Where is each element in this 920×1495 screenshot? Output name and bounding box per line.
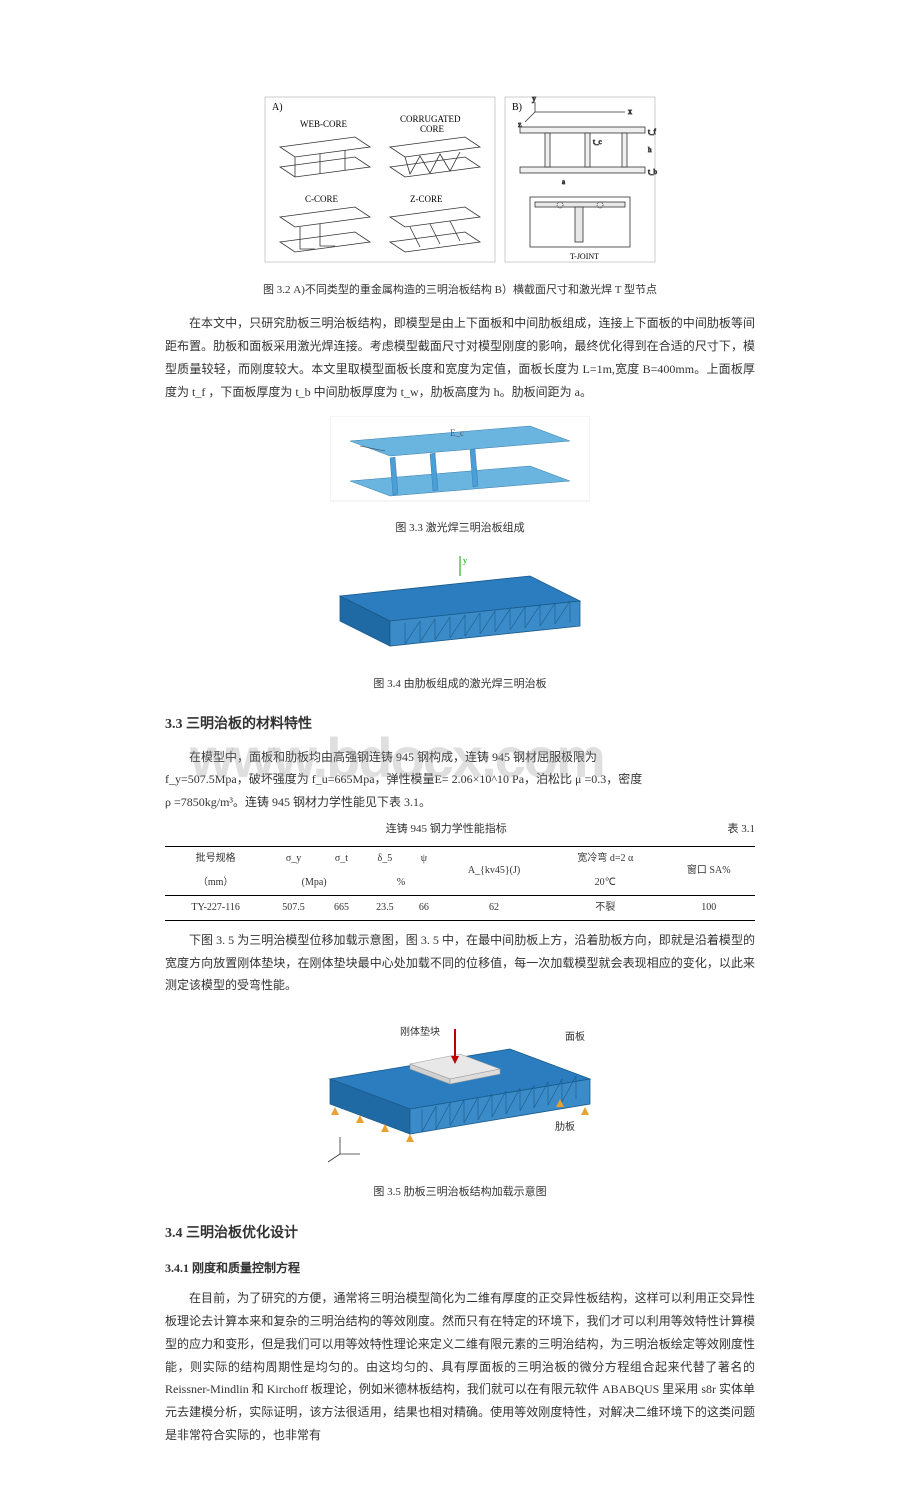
th-20c: 20℃	[548, 871, 662, 896]
caption-3-3: 图 3.3 激光焊三明治板组成	[165, 519, 755, 539]
caption-3-5: 图 3.5 肋板三明治板结构加载示意图	[165, 1183, 755, 1203]
td-0-1: 507.5	[266, 895, 321, 920]
label-A: A)	[272, 102, 283, 113]
para-2c: ρ =7850kg/m³。连铸 945 钢材力学性能见下表 3.1。	[165, 791, 755, 814]
th-delta: δ_5	[362, 846, 408, 871]
diagram-core-types: A) WEB-CORE CORRUGATED CORE C-CORE Z-COR…	[260, 92, 660, 267]
label-corrugated2: CORE	[420, 124, 445, 134]
label-web-core: WEB-CORE	[300, 119, 347, 129]
para-2b: f_y=507.5Mpa，破坏强度为 f_u=665Mpa，弹性模量E= 2.0…	[165, 768, 755, 791]
th-mpa: (Mpa)	[266, 871, 362, 896]
figure-3-2: A) WEB-CORE CORRUGATED CORE C-CORE Z-COR…	[165, 92, 755, 300]
svg-text:x: x	[628, 107, 632, 116]
section-3-3-title: 3.3 三明治板的材料特性	[165, 712, 755, 737]
td-0-0: TY-227-116	[165, 895, 266, 920]
th-mm: （mm）	[165, 871, 266, 896]
label-B: B)	[512, 102, 522, 113]
th-sigma-y: σ_y	[266, 846, 321, 871]
diagram-sandwich-assembly: y	[320, 551, 600, 661]
caption-3-2: 图 3.2 A)不同类型的重金属构造的三明治板结构 B）横截面尺寸和激光焊 T …	[165, 281, 755, 301]
th-bend: 宽冷弯 d=2 α	[548, 846, 662, 871]
para-3: 下图 3. 5 为三明治模型位移加载示意图，图 3. 5 中，在最中间肋板上方，…	[165, 929, 755, 997]
svg-text:h: h	[648, 146, 652, 154]
svg-text:E_c: E_c	[450, 428, 464, 438]
label-c-core: C-CORE	[305, 194, 339, 204]
figure-3-5: 刚体垫块 面板 肋板 图 3.5 肋板三明治板结构加载示意图	[165, 1009, 755, 1202]
th-sigma-t: σ_t	[321, 846, 362, 871]
td-0-2: 665	[321, 895, 362, 920]
label-face: 面板	[565, 1029, 585, 1047]
th-spec: 批号规格	[165, 846, 266, 871]
th-pct: %	[362, 871, 440, 896]
td-0-5: 62	[440, 895, 548, 920]
label-rib: 肋板	[555, 1119, 575, 1137]
td-0-3: 23.5	[362, 895, 408, 920]
figure-3-4: y 图 3.4 由肋板组成的激光焊三明治板	[165, 551, 755, 694]
caption-3-4: 图 3.4 由肋板组成的激光焊三明治板	[165, 675, 755, 695]
figure-3-3: E_c 图 3.3 激光焊三明治板组成	[165, 416, 755, 539]
td-0-6: 不裂	[548, 895, 662, 920]
table-3-1-container: 连铸 945 钢力学性能指标 表 3.1 批号规格 σ_y σ_t δ_5 ψ …	[165, 820, 755, 921]
td-0-4: 66	[408, 895, 440, 920]
td-0-7: 100	[662, 895, 755, 920]
th-psi: ψ	[408, 846, 440, 871]
label-tjoint: T-JOINT	[570, 252, 599, 261]
section-3-4-title: 3.4 三明治板优化设计	[165, 1221, 755, 1246]
label-pad: 刚体垫块	[400, 1024, 440, 1042]
table-3-1-number: 表 3.1	[728, 820, 756, 840]
label-corrugated: CORRUGATED	[400, 114, 461, 124]
svg-text:t_c: t_c	[593, 138, 602, 146]
svg-text:y: y	[532, 94, 536, 103]
section-3-4-1-title: 3.4.1 刚度和质量控制方程	[165, 1258, 755, 1280]
para-2a: 在模型中，面板和肋板均由高强钢连铸 945 钢构成，连铸 945 钢材屈服极限为	[165, 746, 755, 769]
diagram-panel-assembly: E_c	[330, 416, 590, 506]
label-z-core: Z-CORE	[410, 194, 443, 204]
th-akv: A_{kv45}(J)	[440, 846, 548, 895]
table-3-1-title: 连铸 945 钢力学性能指标	[386, 820, 507, 840]
svg-text:t_f: t_f	[648, 128, 656, 136]
svg-text:y: y	[463, 556, 467, 565]
para-4: 在目前，为了研究的方便，通常将三明治模型简化为二维有厚度的正交异性板结构，这样可…	[165, 1287, 755, 1447]
table-3-1: 批号规格 σ_y σ_t δ_5 ψ A_{kv45}(J) 宽冷弯 d=2 α…	[165, 846, 755, 921]
para-1: 在本文中，只研究肋板三明治板结构，即模型是由上下面板和中间肋板组成，连接上下面板…	[165, 312, 755, 403]
svg-text:t_b: t_b	[648, 168, 657, 176]
th-sa: 窗口 SA%	[662, 846, 755, 895]
